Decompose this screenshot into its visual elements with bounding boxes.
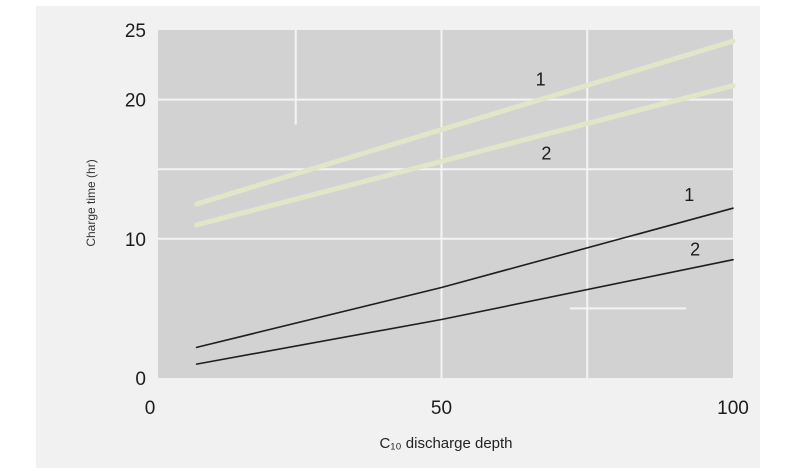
curve-1 bbox=[195, 207, 734, 349]
y-tick-label: 0 bbox=[135, 369, 146, 390]
x-tick-label: 50 bbox=[431, 398, 452, 419]
y-tick-label: 10 bbox=[125, 230, 146, 251]
x-tick-label: 0 bbox=[145, 398, 156, 419]
x-tick-labels: 0 50 100 bbox=[145, 398, 749, 419]
y-axis-title: Charge time (hr) bbox=[84, 159, 98, 246]
series-layer bbox=[194, 38, 736, 365]
curve-2 bbox=[195, 258, 734, 365]
curve-label-2: 2 bbox=[541, 143, 551, 163]
curve-label-1: 1 bbox=[536, 70, 546, 90]
x-tick-label: 100 bbox=[717, 398, 749, 419]
faint-curve-2 bbox=[194, 83, 736, 228]
y-tick-labels: 0 10 20 25 bbox=[125, 21, 146, 390]
curve-label-1: 1 bbox=[684, 185, 694, 205]
curve-labels: 1 2 1 2 bbox=[536, 70, 701, 260]
x-axis-title: C₁₀ discharge depth bbox=[379, 435, 512, 452]
y-tick-label: 20 bbox=[125, 91, 146, 112]
curve-label-2: 2 bbox=[690, 240, 700, 260]
plot-area bbox=[158, 30, 733, 378]
gridlines bbox=[158, 30, 733, 378]
y-tick-label: 25 bbox=[125, 21, 146, 42]
faint-curve-1 bbox=[194, 38, 736, 207]
